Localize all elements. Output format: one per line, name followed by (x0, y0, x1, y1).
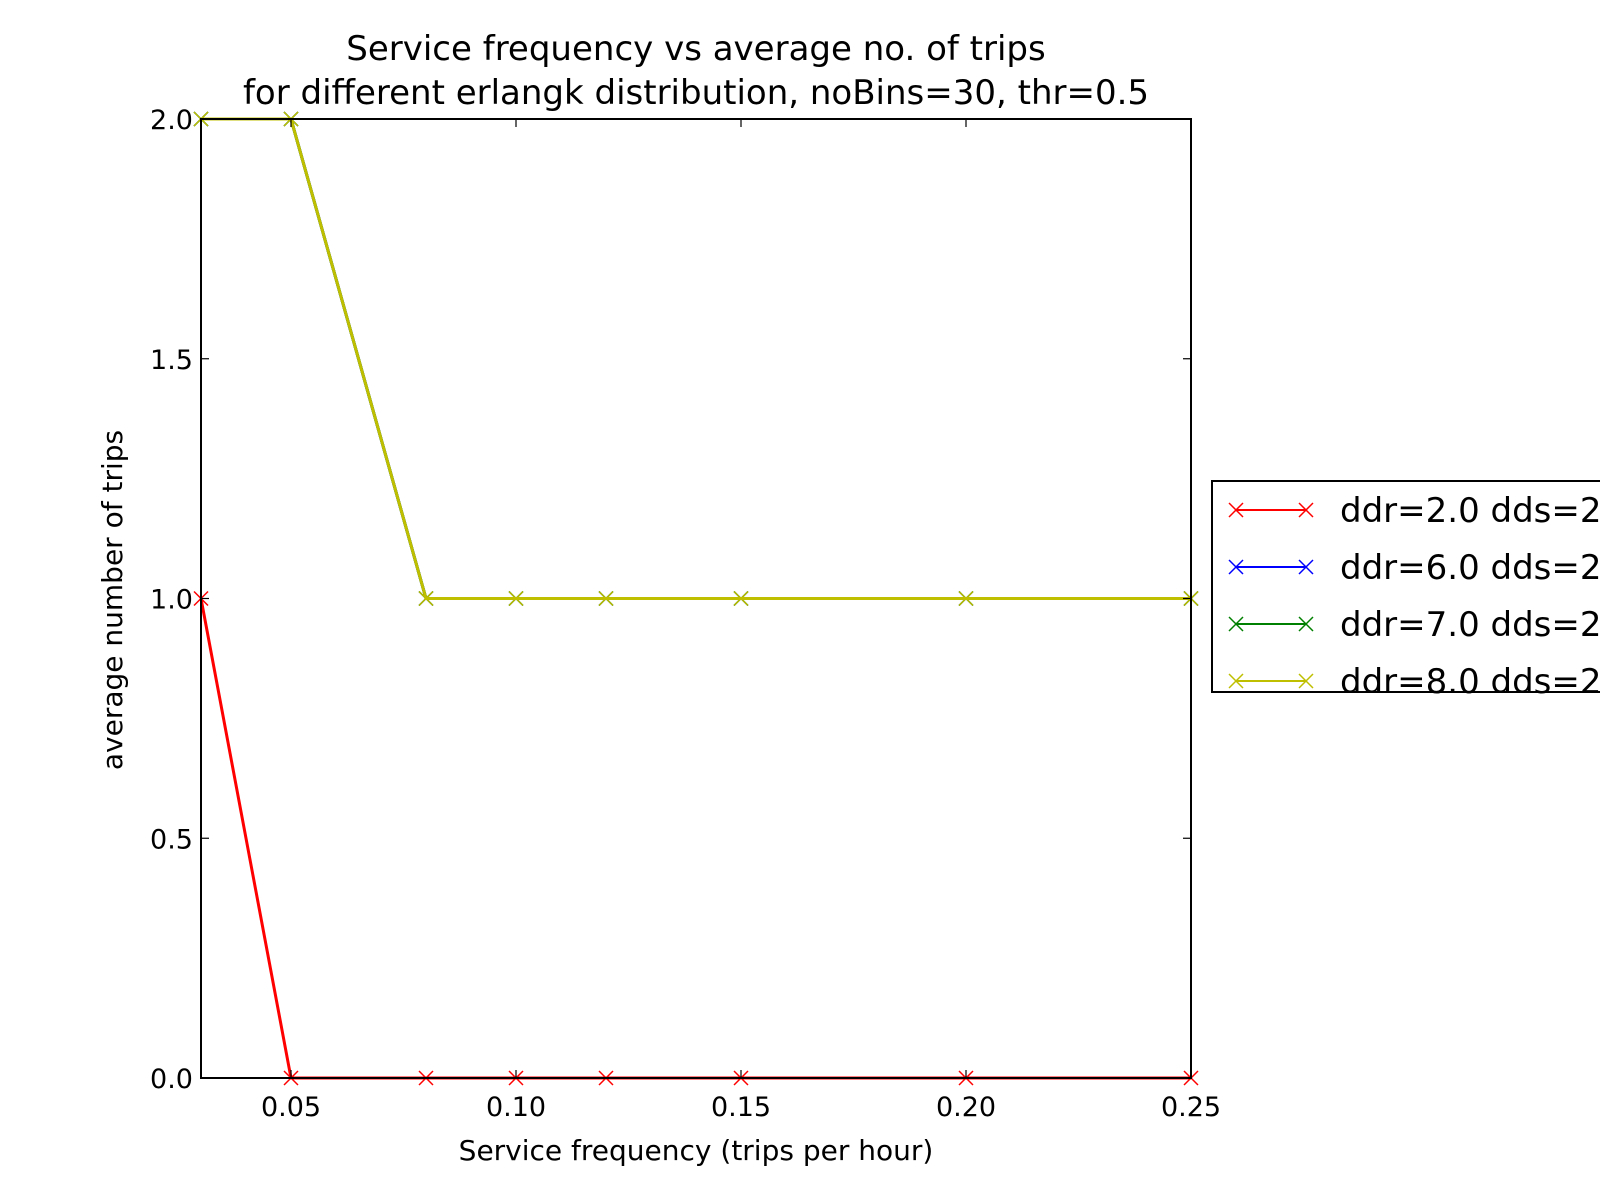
legend-marker-b-4-stroke-b (1298, 673, 1314, 689)
data-point-s4-3-stroke-b (418, 590, 434, 607)
legend-label-1: ddr=2.0 dds=2 (1340, 491, 1600, 531)
y-tick-label-2: 0.5 (150, 824, 193, 855)
y-tick-label-4: 1.5 (150, 345, 193, 376)
y-tick-label-3: 1.0 (150, 585, 193, 616)
series-line-1 (199, 598, 1191, 1080)
legend-box (1211, 480, 1600, 693)
legend-marker-a-2-stroke-b (1228, 559, 1244, 575)
x-tick-label-3: 0.15 (711, 1092, 771, 1123)
x-tick-label-1: 0.05 (261, 1092, 321, 1123)
data-point-s4-6 (733, 590, 749, 607)
legend-label-2: ddr=6.0 dds=2 (1340, 548, 1600, 588)
y-axis-label: average number of trips (96, 430, 129, 770)
chart-title-line-1: Service frequency vs average no. of trip… (346, 29, 1045, 69)
x-tick-label-2: 0.10 (486, 1092, 546, 1123)
data-point-s4-5 (598, 590, 614, 607)
legend: ddr=2.0 dds=2 ddr=6.0 dds=2 ddr=7.0 dds=2 d… (1211, 480, 1600, 702)
legend-marker-a-3-stroke-b (1228, 616, 1244, 632)
data-point-s4-3 (418, 590, 434, 607)
series-group (193, 111, 1199, 1086)
x-tick-label-5: 0.25 (1161, 1092, 1221, 1123)
legend-marker-a-4-stroke-b (1228, 673, 1244, 689)
x-axis-label: Service frequency (trips per hour) (459, 1134, 934, 1167)
plot-area: 0.05 0.10 0.15 0.20 0.25 0.0 0.5 1.0 1.5 2.0 (150, 105, 1221, 1123)
legend-marker-b-3 (1298, 616, 1314, 632)
data-point-s4-6-stroke-b (733, 590, 749, 607)
legend-label-4: ddr=8.0 dds=2 (1340, 662, 1600, 702)
legend-marker-b-1 (1298, 502, 1314, 518)
legend-marker-a-2 (1228, 559, 1244, 575)
series-line-2 (201, 117, 1191, 600)
data-point-s4-4 (508, 590, 524, 607)
y-tick-label-5: 2.0 (150, 105, 193, 136)
legend-marker-b-2 (1298, 559, 1314, 575)
legend-marker-a-3 (1228, 616, 1244, 632)
y-tick-label-1: 0.0 (150, 1064, 193, 1095)
data-point-s4-5-stroke-b (598, 590, 614, 607)
data-point-s4-7 (958, 590, 974, 607)
x-tick-label-4: 0.20 (936, 1092, 996, 1123)
chart-title-line-2: for different erlangk distribution, noBi… (243, 73, 1149, 113)
legend-marker-b-2-stroke-b (1298, 559, 1314, 575)
data-point-s4-4-stroke-b (508, 590, 524, 607)
legend-marker-a-1 (1228, 502, 1244, 518)
series-line-4 (201, 117, 1191, 600)
legend-marker-b-1-stroke-b (1298, 502, 1314, 518)
data-point-s4-7-stroke-b (958, 590, 974, 607)
legend-marker-b-4 (1298, 673, 1314, 689)
legend-label-3: ddr=7.0 dds=2 (1340, 605, 1600, 645)
legend-marker-a-4 (1228, 673, 1244, 689)
legend-marker-b-3-stroke-b (1298, 616, 1314, 632)
legend-marker-a-1-stroke-b (1228, 502, 1244, 518)
series-line-3 (201, 117, 1191, 600)
